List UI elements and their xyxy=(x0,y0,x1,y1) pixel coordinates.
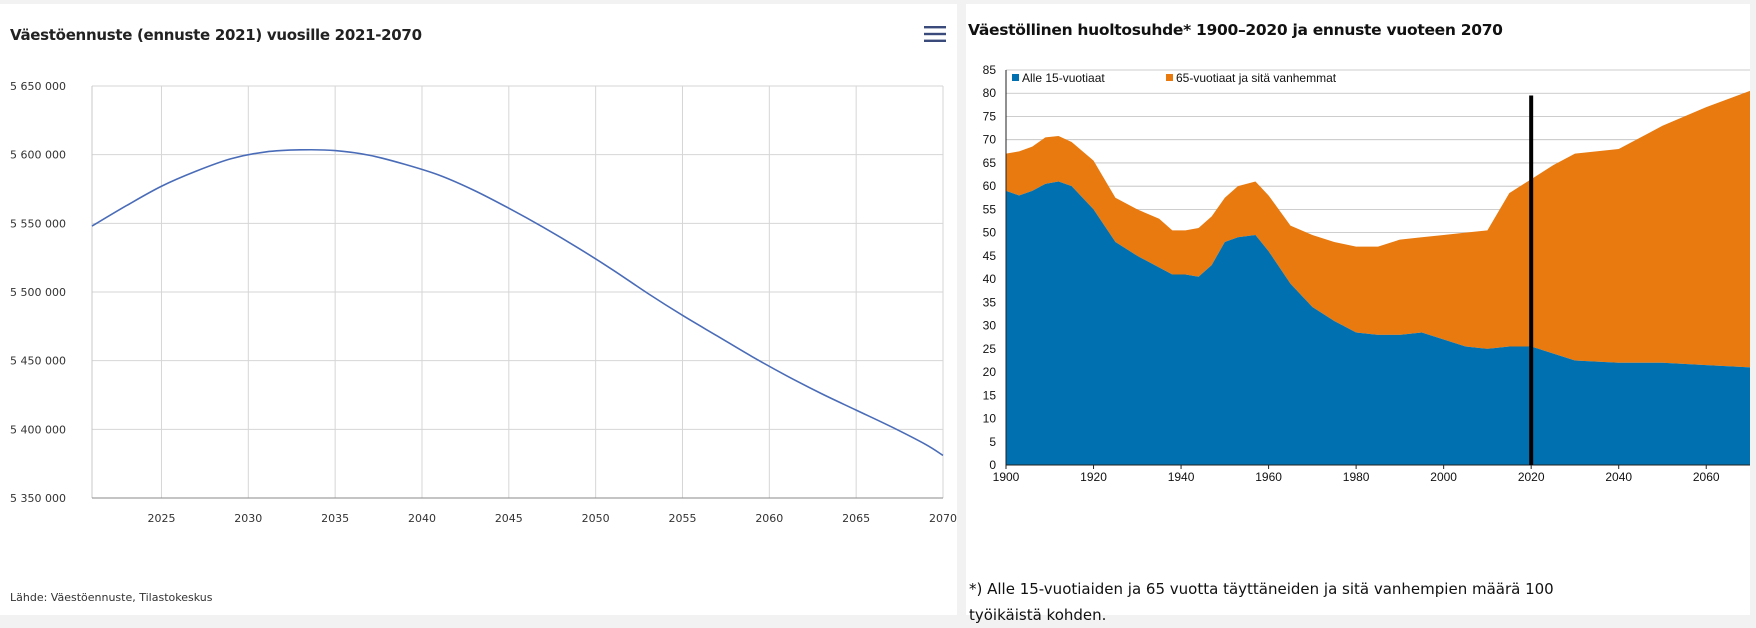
x-tick-label: 2030 xyxy=(234,512,262,525)
y-tick-label: 30 xyxy=(983,319,997,333)
y-tick-label: 75 xyxy=(983,109,997,123)
legend-label: 65-vuotiaat ja sitä vanhemmat xyxy=(1176,71,1337,85)
y-tick-label: 5 xyxy=(989,435,996,449)
y-tick-label: 70 xyxy=(983,133,997,147)
x-tick-label: 2000 xyxy=(1430,470,1457,484)
x-tick-label: 1960 xyxy=(1255,470,1282,484)
x-tick-label: 2070 xyxy=(929,512,957,525)
y-tick-label: 5 400 000 xyxy=(10,423,66,436)
y-tick-label: 25 xyxy=(983,342,997,356)
y-tick-label: 0 xyxy=(989,458,996,472)
x-tick-label: 2040 xyxy=(1605,470,1632,484)
area-series-65-plus xyxy=(1006,90,1750,368)
x-tick-label: 2020 xyxy=(1518,470,1545,484)
y-tick-label: 80 xyxy=(983,86,997,100)
y-tick-label: 40 xyxy=(983,272,997,286)
y-tick-label: 10 xyxy=(983,412,997,426)
y-tick-label: 45 xyxy=(983,249,997,263)
y-tick-label: 15 xyxy=(983,388,997,402)
left-chart-title: Väestöennuste (ennuste 2021) vuosille 20… xyxy=(10,26,422,44)
y-tick-label: 5 650 000 xyxy=(10,80,66,93)
x-tick-label: 2025 xyxy=(147,512,175,525)
x-tick-label: 1900 xyxy=(993,470,1020,484)
x-tick-label: 1940 xyxy=(1168,470,1195,484)
x-tick-label: 2065 xyxy=(842,512,870,525)
area-series-under-15 xyxy=(1006,181,1750,465)
legend-swatch xyxy=(1166,74,1173,81)
right-chart-footnote: *) Alle 15-vuotiaiden ja 65 vuotta täytt… xyxy=(969,576,1749,628)
y-tick-label: 5 500 000 xyxy=(10,286,66,299)
y-tick-label: 5 450 000 xyxy=(10,355,66,368)
x-tick-label: 1980 xyxy=(1343,470,1370,484)
y-tick-label: 50 xyxy=(983,226,997,240)
x-tick-label: 2050 xyxy=(582,512,610,525)
y-tick-label: 35 xyxy=(983,295,997,309)
dependency-ratio-panel: Väestöllinen huoltosuhde* 1900–2020 ja e… xyxy=(966,4,1750,624)
y-tick-label: 5 350 000 xyxy=(10,492,66,505)
dependency-ratio-area-chart: 0 5 10 15 20 25 30 35 40 45 50 55 60 65 70 75 80 85 1900 19… xyxy=(983,63,1750,484)
legend-swatch xyxy=(1012,74,1019,81)
y-tick-label: 65 xyxy=(983,156,997,170)
x-tick-label: 2060 xyxy=(1693,470,1720,484)
x-tick-label: 1920 xyxy=(1080,470,1107,484)
x-tick-label: 2060 xyxy=(755,512,783,525)
x-tick-label: 2035 xyxy=(321,512,349,525)
right-chart-title: Väestöllinen huoltosuhde* 1900–2020 ja e… xyxy=(968,21,1503,39)
population-series-line xyxy=(91,148,944,457)
hamburger-menu-icon[interactable] xyxy=(924,26,946,46)
x-tick-label: 2045 xyxy=(495,512,523,525)
y-tick-label: 60 xyxy=(983,179,997,193)
y-tick-label: 55 xyxy=(983,202,997,216)
y-tick-label: 5 600 000 xyxy=(10,149,66,162)
legend-label: Alle 15-vuotiaat xyxy=(1022,71,1105,85)
footnote-line-1: *) Alle 15-vuotiaiden ja 65 vuotta täytt… xyxy=(969,580,1554,598)
footnote-line-2: työikäistä kohden. xyxy=(969,606,1107,624)
y-tick-label: 20 xyxy=(983,365,997,379)
x-tick-label: 2055 xyxy=(668,512,696,525)
y-tick-label: 85 xyxy=(983,63,997,77)
left-chart-source: Lähde: Väestöennuste, Tilastokeskus xyxy=(10,591,213,604)
x-tick-label: 2040 xyxy=(408,512,436,525)
population-forecast-panel: Väestöennuste (ennuste 2021) vuosille 20… xyxy=(0,4,957,615)
population-line-chart: 5 350 000 5 400 000 5 450 000 5 500 000 5 55… xyxy=(10,80,957,525)
y-tick-label: 5 550 000 xyxy=(10,217,66,230)
